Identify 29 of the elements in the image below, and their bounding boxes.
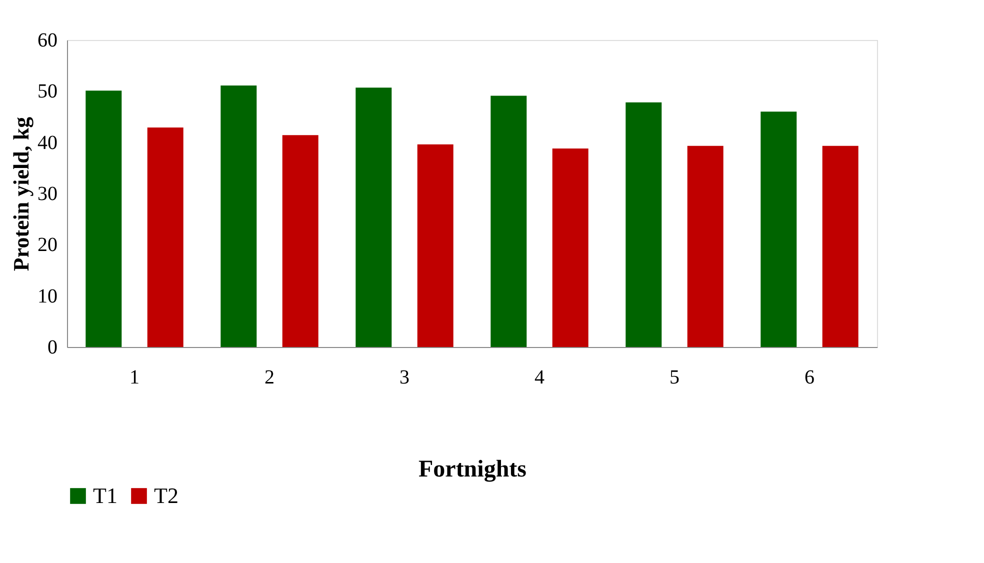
y-tick-label: 20 xyxy=(38,234,58,256)
x-tick-label: 4 xyxy=(534,366,544,388)
y-tick-label: 40 xyxy=(38,132,58,154)
bar xyxy=(86,90,122,347)
x-axis-title: Fortnights xyxy=(418,456,526,482)
bar xyxy=(552,148,588,347)
bar xyxy=(147,127,184,347)
x-tick-label: 6 xyxy=(804,366,814,388)
bar xyxy=(282,135,318,347)
bar xyxy=(626,102,662,347)
bar xyxy=(417,144,454,347)
x-tick-label: 3 xyxy=(400,366,410,388)
y-tick-label: 60 xyxy=(38,30,58,52)
bar xyxy=(822,146,858,347)
y-tick-label: 30 xyxy=(38,183,58,205)
y-axis-title: Protein yield, kg xyxy=(8,116,34,272)
bar xyxy=(220,86,257,347)
x-tick-label: 2 xyxy=(264,366,274,388)
y-tick-label: 10 xyxy=(38,285,58,308)
y-tick-label: 50 xyxy=(38,80,58,103)
legend-label: T2 xyxy=(154,483,178,508)
bar xyxy=(760,112,797,347)
bar xyxy=(356,88,392,347)
y-tick-label: 0 xyxy=(48,336,58,358)
bar xyxy=(687,146,724,347)
x-tick-label: 5 xyxy=(670,366,680,388)
legend-label: T1 xyxy=(93,483,118,508)
x-tick-label: 1 xyxy=(130,366,140,388)
bar xyxy=(490,96,527,347)
